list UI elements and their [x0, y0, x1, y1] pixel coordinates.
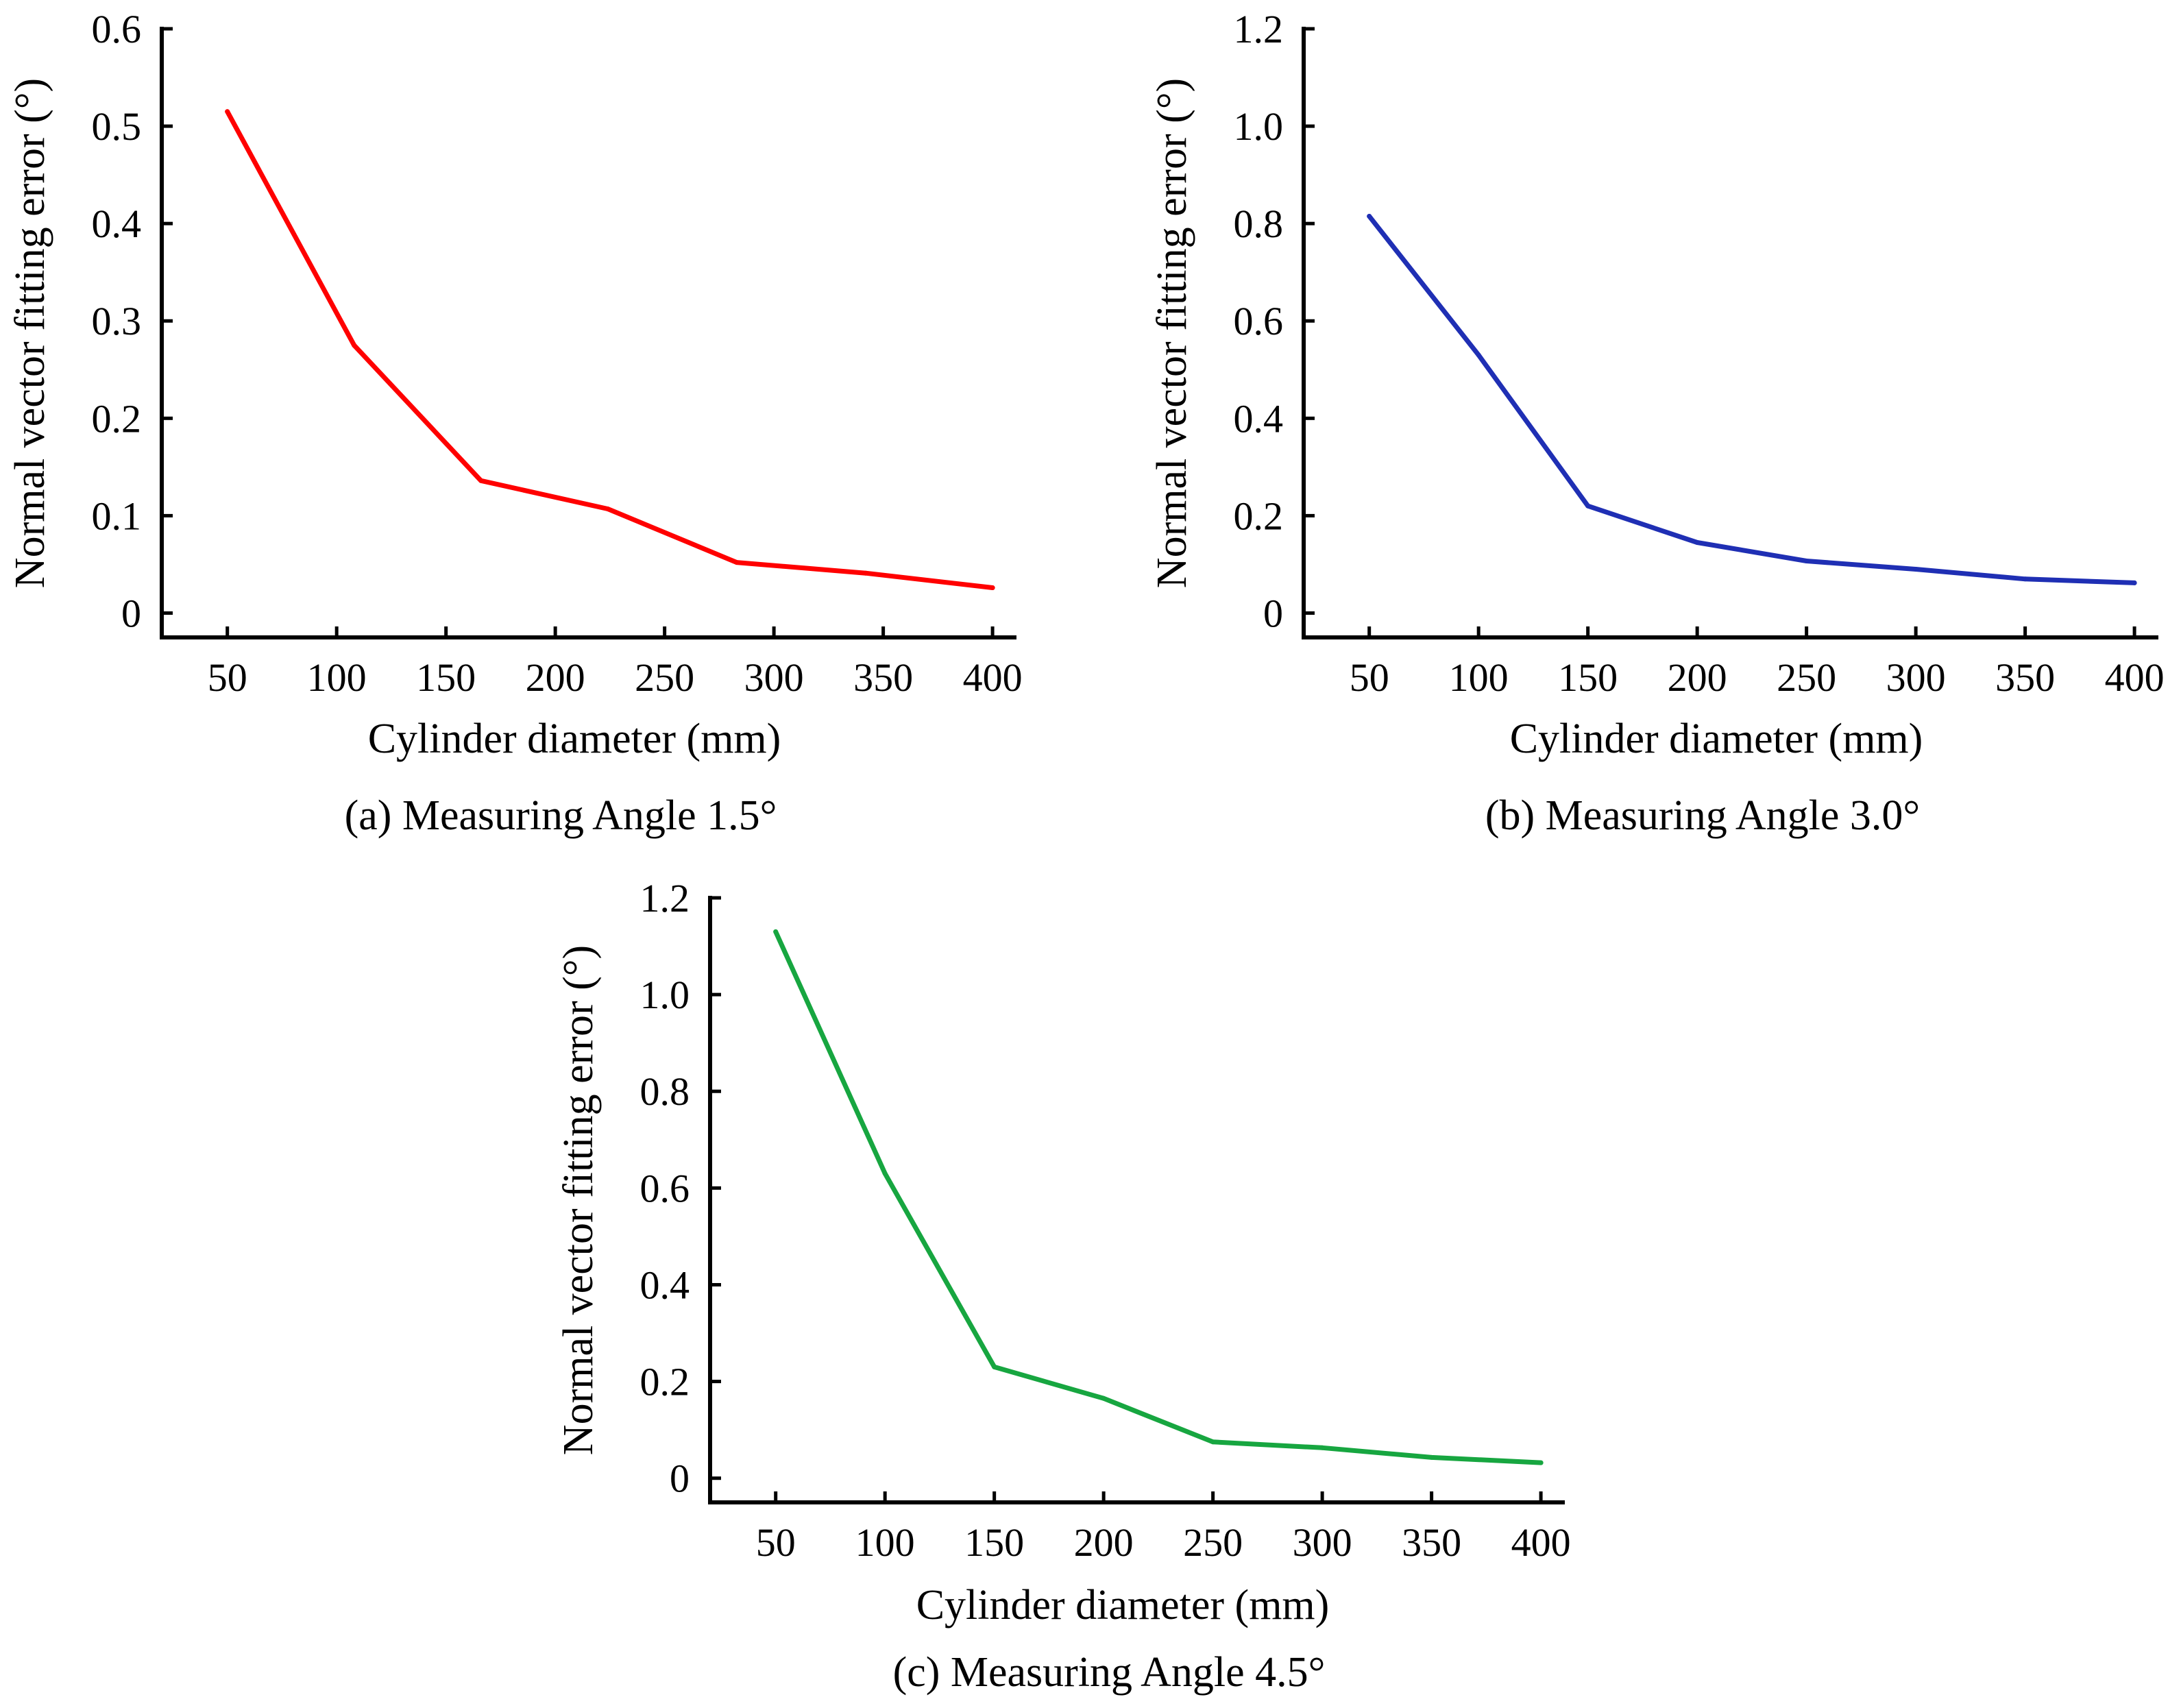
data-point	[2023, 576, 2028, 582]
x-tick-label: 200	[1668, 655, 1727, 700]
data-point	[352, 343, 357, 348]
x-tick-label: 400	[2105, 655, 2165, 700]
y-tick-label: 0.4	[640, 1262, 690, 1307]
y-tick-label: 0.4	[1234, 396, 1284, 441]
y-tick-label: 0.1	[92, 493, 142, 538]
chart-c: 0 0.2 0.4 0.6 0.8 1.0 1.2 50 100 150 200 250 300 350 4…	[555, 876, 1571, 1696]
x-tick-label: 300	[744, 655, 804, 700]
y-tick-label: 0.6	[640, 1166, 690, 1210]
y-tick-label: 0	[121, 591, 141, 635]
data-point	[225, 109, 230, 114]
y-axis-title: Normal vector fitting error (°)	[7, 78, 53, 588]
chart-b: 0 0.2 0.4 0.6 0.8 1.0 1.2 50 100 150 200 250 300 350 4…	[1149, 7, 2165, 839]
x-tick-label: 50	[208, 655, 247, 700]
y-tick-label: 1.0	[1234, 104, 1284, 149]
data-point	[734, 560, 740, 565]
y-tick-label: 0.2	[1234, 493, 1284, 538]
data-point	[1476, 352, 1481, 358]
y-tick-label: 0	[1263, 591, 1283, 635]
x-tick-label: 100	[855, 1520, 915, 1565]
y-tick-label: 0	[670, 1456, 690, 1501]
y-tick-label: 0.2	[640, 1360, 690, 1404]
series-line-0	[225, 109, 995, 590]
data-point	[1585, 503, 1591, 509]
x-tick-label: 200	[526, 655, 585, 700]
x-axis-title: Cylinder diameter (mm)	[368, 716, 781, 762]
x-tick-label: 150	[964, 1520, 1024, 1565]
y-tick-label: 0.5	[92, 104, 142, 149]
series-line-0	[773, 929, 1544, 1465]
data-point	[1101, 1395, 1106, 1401]
data-point	[1538, 1460, 1544, 1465]
x-tick-label: 350	[853, 655, 913, 700]
y-tick-label: 1.2	[640, 876, 690, 920]
x-tick-label: 50	[1350, 655, 1389, 700]
series-line-0	[1367, 214, 2137, 585]
x-tick-label: 100	[1449, 655, 1509, 700]
x-tick-label: 250	[635, 655, 694, 700]
y-tick-label: 1.0	[640, 973, 690, 1017]
data-point	[1804, 558, 1810, 563]
y-tick-label: 0.2	[92, 396, 142, 441]
x-tick-label: 150	[1558, 655, 1618, 700]
data-point	[1210, 1439, 1216, 1445]
data-point	[773, 929, 779, 934]
y-axis-title: Normal vector fitting error (°)	[555, 945, 602, 1455]
data-point	[1694, 539, 1700, 545]
x-tick-label: 50	[756, 1520, 796, 1565]
y-tick-label: 0.3	[92, 299, 142, 343]
chart-caption: (a) Measuring Angle 1.5°	[345, 792, 777, 839]
x-tick-label: 200	[1074, 1520, 1134, 1565]
x-tick-label: 100	[307, 655, 367, 700]
y-tick-label: 1.2	[1234, 7, 1284, 51]
y-tick-label: 0.8	[640, 1069, 690, 1114]
data-point	[990, 585, 995, 591]
x-tick-label: 250	[1777, 655, 1836, 700]
data-point	[882, 1171, 888, 1176]
x-tick-label: 400	[1511, 1520, 1571, 1565]
x-tick-label: 150	[416, 655, 476, 700]
x-tick-label: 300	[1886, 655, 1946, 700]
data-point	[1367, 214, 1372, 219]
data-point	[1913, 567, 1918, 572]
chart-a: 0 0.1 0.2 0.3 0.4 0.5 0.6 50 100 150 200 250 300 350 4…	[7, 7, 1023, 839]
x-tick-label: 250	[1183, 1520, 1243, 1565]
data-point	[1429, 1454, 1435, 1460]
x-tick-label: 350	[1402, 1520, 1461, 1565]
chart-caption: (b) Measuring Angle 3.0°	[1485, 792, 1920, 839]
y-tick-label: 0.6	[92, 7, 142, 51]
y-tick-label: 0.6	[1234, 299, 1284, 343]
data-point	[478, 478, 484, 483]
x-tick-label: 350	[1995, 655, 2055, 700]
y-axis-title: Normal vector fitting error (°)	[1149, 78, 1195, 588]
y-tick-label: 0.4	[92, 202, 142, 246]
y-tick-label: 0.8	[1234, 202, 1284, 246]
data-point	[1319, 1445, 1325, 1450]
data-point	[992, 1364, 997, 1369]
data-point	[2132, 580, 2137, 585]
data-point	[605, 506, 611, 511]
x-axis-title: Cylinder diameter (mm)	[916, 1582, 1330, 1628]
x-tick-label: 400	[963, 655, 1023, 700]
data-point	[863, 570, 868, 576]
chart-caption: (c) Measuring Angle 4.5°	[893, 1649, 1326, 1696]
x-axis-title: Cylinder diameter (mm)	[1510, 716, 1923, 762]
x-tick-label: 300	[1293, 1520, 1352, 1565]
